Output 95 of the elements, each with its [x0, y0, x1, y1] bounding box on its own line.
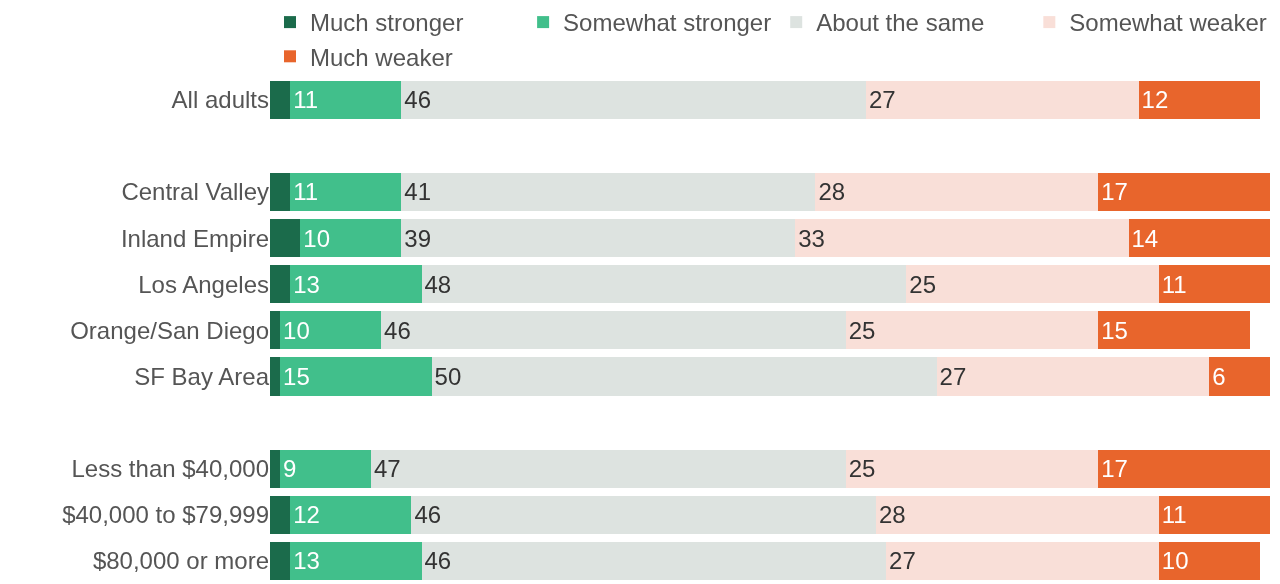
data-label: 33 — [798, 224, 825, 252]
data-label: 12 — [1141, 86, 1169, 114]
bar — [290, 172, 402, 212]
data-label: 10 — [1161, 547, 1189, 575]
y-tick-label: $80,000 or more — [92, 547, 269, 575]
bar — [1158, 265, 1270, 304]
bar — [1209, 357, 1270, 396]
bar — [1098, 172, 1270, 212]
data-label: 13 — [293, 547, 320, 575]
bar — [270, 311, 281, 350]
data-label: 41 — [404, 178, 431, 206]
bar — [845, 311, 1099, 350]
data-label: 10 — [283, 316, 310, 344]
data-label: 12 — [293, 501, 320, 529]
bar — [936, 357, 1210, 396]
data-label: 28 — [818, 178, 846, 206]
data-label: 50 — [434, 362, 462, 390]
data-label: 46 — [404, 86, 431, 114]
bar — [280, 449, 371, 488]
bar — [1098, 449, 1270, 488]
bar — [865, 80, 1139, 119]
legend-label: Somewhat weaker — [1069, 9, 1267, 37]
y-tick-label: SF Bay Area — [134, 362, 270, 390]
data-label: 47 — [374, 455, 401, 483]
y-tick-label: Inland Empire — [120, 224, 269, 252]
data-label: 14 — [1131, 224, 1159, 252]
data-label: 46 — [384, 316, 411, 344]
data-label: 25 — [848, 455, 876, 483]
bar — [290, 541, 422, 581]
bar — [421, 541, 887, 581]
bar — [290, 80, 402, 119]
bar — [280, 357, 432, 396]
bar — [815, 172, 1099, 212]
data-label: 15 — [1101, 316, 1128, 344]
bar — [300, 218, 402, 258]
bar — [280, 311, 382, 350]
bar — [290, 265, 422, 304]
bar — [381, 311, 846, 350]
bar — [270, 172, 291, 212]
bar — [270, 80, 291, 119]
bar — [1098, 311, 1250, 350]
data-label: 17 — [1101, 178, 1128, 206]
bar — [876, 495, 1159, 534]
data-label: 15 — [283, 362, 310, 390]
data-label: 39 — [404, 224, 431, 252]
bar — [371, 449, 846, 488]
data-label: 11 — [293, 86, 319, 114]
data-label: 48 — [424, 270, 452, 298]
data-label: 46 — [424, 547, 452, 575]
y-tick-label: Los Angeles — [138, 270, 269, 298]
data-label: 17 — [1101, 455, 1128, 483]
data-label: 28 — [879, 501, 906, 529]
bar — [886, 541, 1159, 581]
bar — [906, 265, 1159, 304]
bar — [270, 541, 291, 581]
bar — [270, 495, 291, 534]
bar — [270, 265, 291, 304]
bar — [401, 172, 816, 212]
legend-label: Much stronger — [310, 9, 464, 37]
bar — [401, 218, 796, 258]
bar — [270, 357, 281, 396]
bar — [270, 218, 301, 258]
y-tick-label: All adults — [171, 86, 269, 114]
legend-label: Much weaker — [310, 43, 453, 71]
data-label: 25 — [848, 316, 876, 344]
bar — [421, 265, 907, 304]
data-label: 27 — [868, 86, 896, 114]
legend-label: About the same — [816, 9, 985, 37]
data-label: 27 — [889, 547, 916, 575]
bar — [1158, 541, 1260, 581]
bar — [1128, 218, 1270, 258]
data-label: 11 — [1161, 270, 1187, 298]
y-tick-label: Less than $40,000 — [71, 455, 269, 483]
data-label: 10 — [303, 224, 330, 252]
data-label: 11 — [1161, 501, 1187, 529]
data-label: 27 — [939, 362, 967, 390]
bar — [795, 218, 1129, 258]
y-tick-label: $40,000 to $79,999 — [62, 501, 269, 529]
bar — [431, 357, 937, 396]
bar — [1138, 80, 1260, 119]
data-label: 46 — [414, 501, 442, 529]
legend-label: Somewhat stronger — [563, 9, 772, 37]
bar — [270, 449, 281, 488]
y-tick-label: Orange/San Diego — [70, 316, 269, 344]
data-label: 25 — [909, 270, 936, 298]
bar — [401, 80, 866, 119]
bar — [1158, 495, 1270, 534]
bar — [290, 495, 412, 534]
data-label: 13 — [293, 270, 320, 298]
bar — [411, 495, 876, 534]
data-label: 11 — [293, 178, 319, 206]
data-label: 6 — [1212, 362, 1226, 390]
y-tick-label: Central Valley — [121, 178, 269, 206]
data-label: 9 — [283, 455, 297, 483]
bar — [845, 449, 1099, 488]
